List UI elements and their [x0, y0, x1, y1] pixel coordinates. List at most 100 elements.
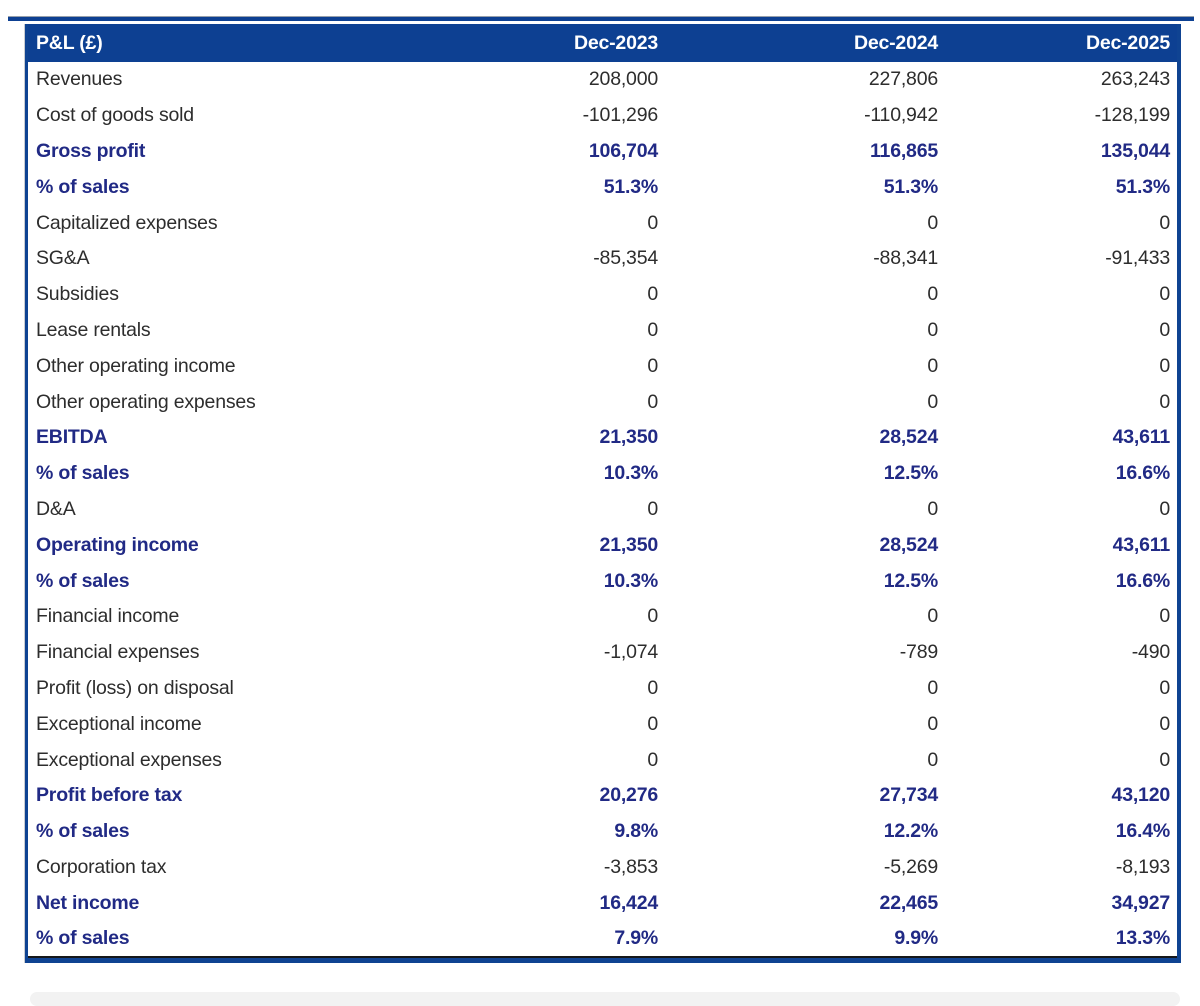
cell-value: 0: [927, 497, 938, 520]
cell-value: 9.9%: [894, 927, 938, 950]
table-row: % of sales 10.3% 12.5% 16.6%: [28, 456, 1177, 492]
row-label: Gross profit: [36, 139, 146, 162]
cell-value: -1,074: [603, 641, 658, 664]
cell-value: 7.9%: [614, 927, 658, 950]
row-label: Profit (loss) on disposal: [36, 676, 234, 699]
row-label: % of sales: [36, 820, 130, 843]
cell-value: 22,465: [879, 891, 939, 914]
cell-value: 51.3%: [1115, 175, 1170, 198]
table-row: Revenues 208,000 227,806 263,243: [28, 62, 1177, 98]
cell-value: 0: [1159, 318, 1170, 341]
cell-value: 0: [647, 712, 658, 735]
cell-value: 0: [927, 318, 938, 341]
row-label: Cost of goods sold: [36, 104, 194, 127]
table-row: Profit (loss) on disposal 0 0 0: [28, 671, 1177, 707]
cell-value: 16.6%: [1115, 569, 1170, 592]
table-row: % of sales 7.9% 9.9% 13.3%: [28, 921, 1177, 957]
cell-value: 0: [927, 605, 938, 628]
row-label: Corporation tax: [36, 855, 167, 878]
cell-value: 21,350: [599, 533, 659, 556]
cell-value: 13.3%: [1115, 927, 1170, 950]
table-row: Exceptional income 0 0 0: [28, 706, 1177, 742]
cell-value: 43,611: [1112, 426, 1171, 449]
table-title-cell: P&L (£): [28, 24, 458, 62]
column-header-dec-2025: Dec-2025: [938, 24, 1177, 62]
cell-value: 12.5%: [883, 569, 938, 592]
row-label: Financial expenses: [36, 641, 200, 664]
table-row: Other operating expenses 0 0 0: [28, 384, 1177, 420]
row-label: % of sales: [36, 569, 130, 592]
pnl-table-header: P&L (£) Dec-2023 Dec-2024 Dec-2025: [28, 24, 1177, 62]
cell-value: 208,000: [588, 68, 658, 91]
pnl-table: P&L (£) Dec-2023 Dec-2024 Dec-2025 Reven…: [28, 24, 1177, 958]
row-label: Revenues: [36, 68, 123, 91]
row-label: Subsidies: [36, 283, 119, 306]
cropped-content-below: [30, 992, 1180, 1006]
row-label: Exceptional expenses: [36, 748, 222, 771]
table-row: % of sales 51.3% 51.3% 51.3%: [28, 169, 1177, 205]
cell-value: 0: [647, 283, 658, 306]
cell-value: 0: [647, 497, 658, 520]
cell-value: 27,734: [879, 784, 939, 807]
cell-value: -101,296: [582, 104, 659, 127]
cell-value: 0: [647, 748, 658, 771]
row-label: Exceptional income: [36, 712, 202, 735]
table-row: Profit before tax 20,276 27,734 43,120: [28, 778, 1177, 814]
cell-value: -3,853: [603, 855, 658, 878]
table-row: Financial expenses -1,074 -789 -490: [28, 635, 1177, 671]
cell-value: 28,524: [879, 533, 939, 556]
cell-value: -110,942: [864, 104, 938, 127]
table-row: D&A 0 0 0: [28, 492, 1177, 528]
cell-value: 0: [1159, 211, 1170, 234]
row-label: Other operating expenses: [36, 390, 256, 413]
cell-value: 0: [1159, 712, 1170, 735]
cell-value: 10.3%: [603, 462, 658, 485]
row-label: Profit before tax: [36, 784, 183, 807]
cell-value: 0: [927, 748, 938, 771]
cell-value: 0: [927, 676, 938, 699]
cell-value: 135,044: [1100, 139, 1170, 162]
cell-value: 263,243: [1100, 68, 1170, 91]
cell-value: 0: [927, 390, 938, 413]
cell-value: 16.4%: [1115, 820, 1170, 843]
cell-value: 0: [647, 605, 658, 628]
cell-value: 227,806: [868, 68, 938, 91]
row-label: Lease rentals: [36, 318, 151, 341]
cell-value: 12.2%: [883, 820, 938, 843]
pnl-table-container: P&L (£) Dec-2023 Dec-2024 Dec-2025 Reven…: [25, 24, 1181, 963]
cell-value: 12.5%: [883, 462, 938, 485]
cell-value: 20,276: [599, 784, 659, 807]
header-row: P&L (£) Dec-2023 Dec-2024 Dec-2025: [28, 24, 1177, 62]
cell-value: 116,865: [869, 139, 938, 162]
cell-value: 43,120: [1111, 784, 1171, 807]
cell-value: 0: [1159, 354, 1170, 377]
cell-value: 0: [647, 676, 658, 699]
cell-value: 0: [927, 354, 938, 377]
row-label: % of sales: [36, 175, 130, 198]
cell-value: 0: [927, 712, 938, 735]
row-label: Other operating income: [36, 354, 236, 377]
cell-value: 0: [1159, 676, 1170, 699]
table-row: Other operating income 0 0 0: [28, 348, 1177, 384]
cell-value: 0: [1159, 748, 1170, 771]
table-row: Lease rentals 0 0 0: [28, 313, 1177, 349]
cell-value: -789: [899, 641, 938, 664]
cell-value: 0: [1159, 605, 1170, 628]
cell-value: 43,611: [1112, 533, 1171, 556]
cell-value: -5,269: [883, 855, 938, 878]
table-row: Exceptional expenses 0 0 0: [28, 742, 1177, 778]
row-label: % of sales: [36, 927, 130, 950]
cell-value: -88,341: [873, 247, 938, 270]
pnl-table-body: Revenues 208,000 227,806 263,243 Cost of goo…: [28, 62, 1177, 957]
cell-value: 0: [927, 283, 938, 306]
row-label: SG&A: [36, 247, 90, 270]
row-label: Capitalized expenses: [36, 211, 218, 234]
cell-value: 51.3%: [883, 175, 938, 198]
column-header-dec-2023: Dec-2023: [458, 24, 658, 62]
cell-value: -8,193: [1115, 855, 1170, 878]
cell-value: 0: [927, 211, 938, 234]
cell-value: 16.6%: [1115, 462, 1170, 485]
table-row: % of sales 10.3% 12.5% 16.6%: [28, 563, 1177, 599]
table-row: Net income 16,424 22,465 34,927: [28, 885, 1177, 921]
table-row: EBITDA 21,350 28,524 43,611: [28, 420, 1177, 456]
